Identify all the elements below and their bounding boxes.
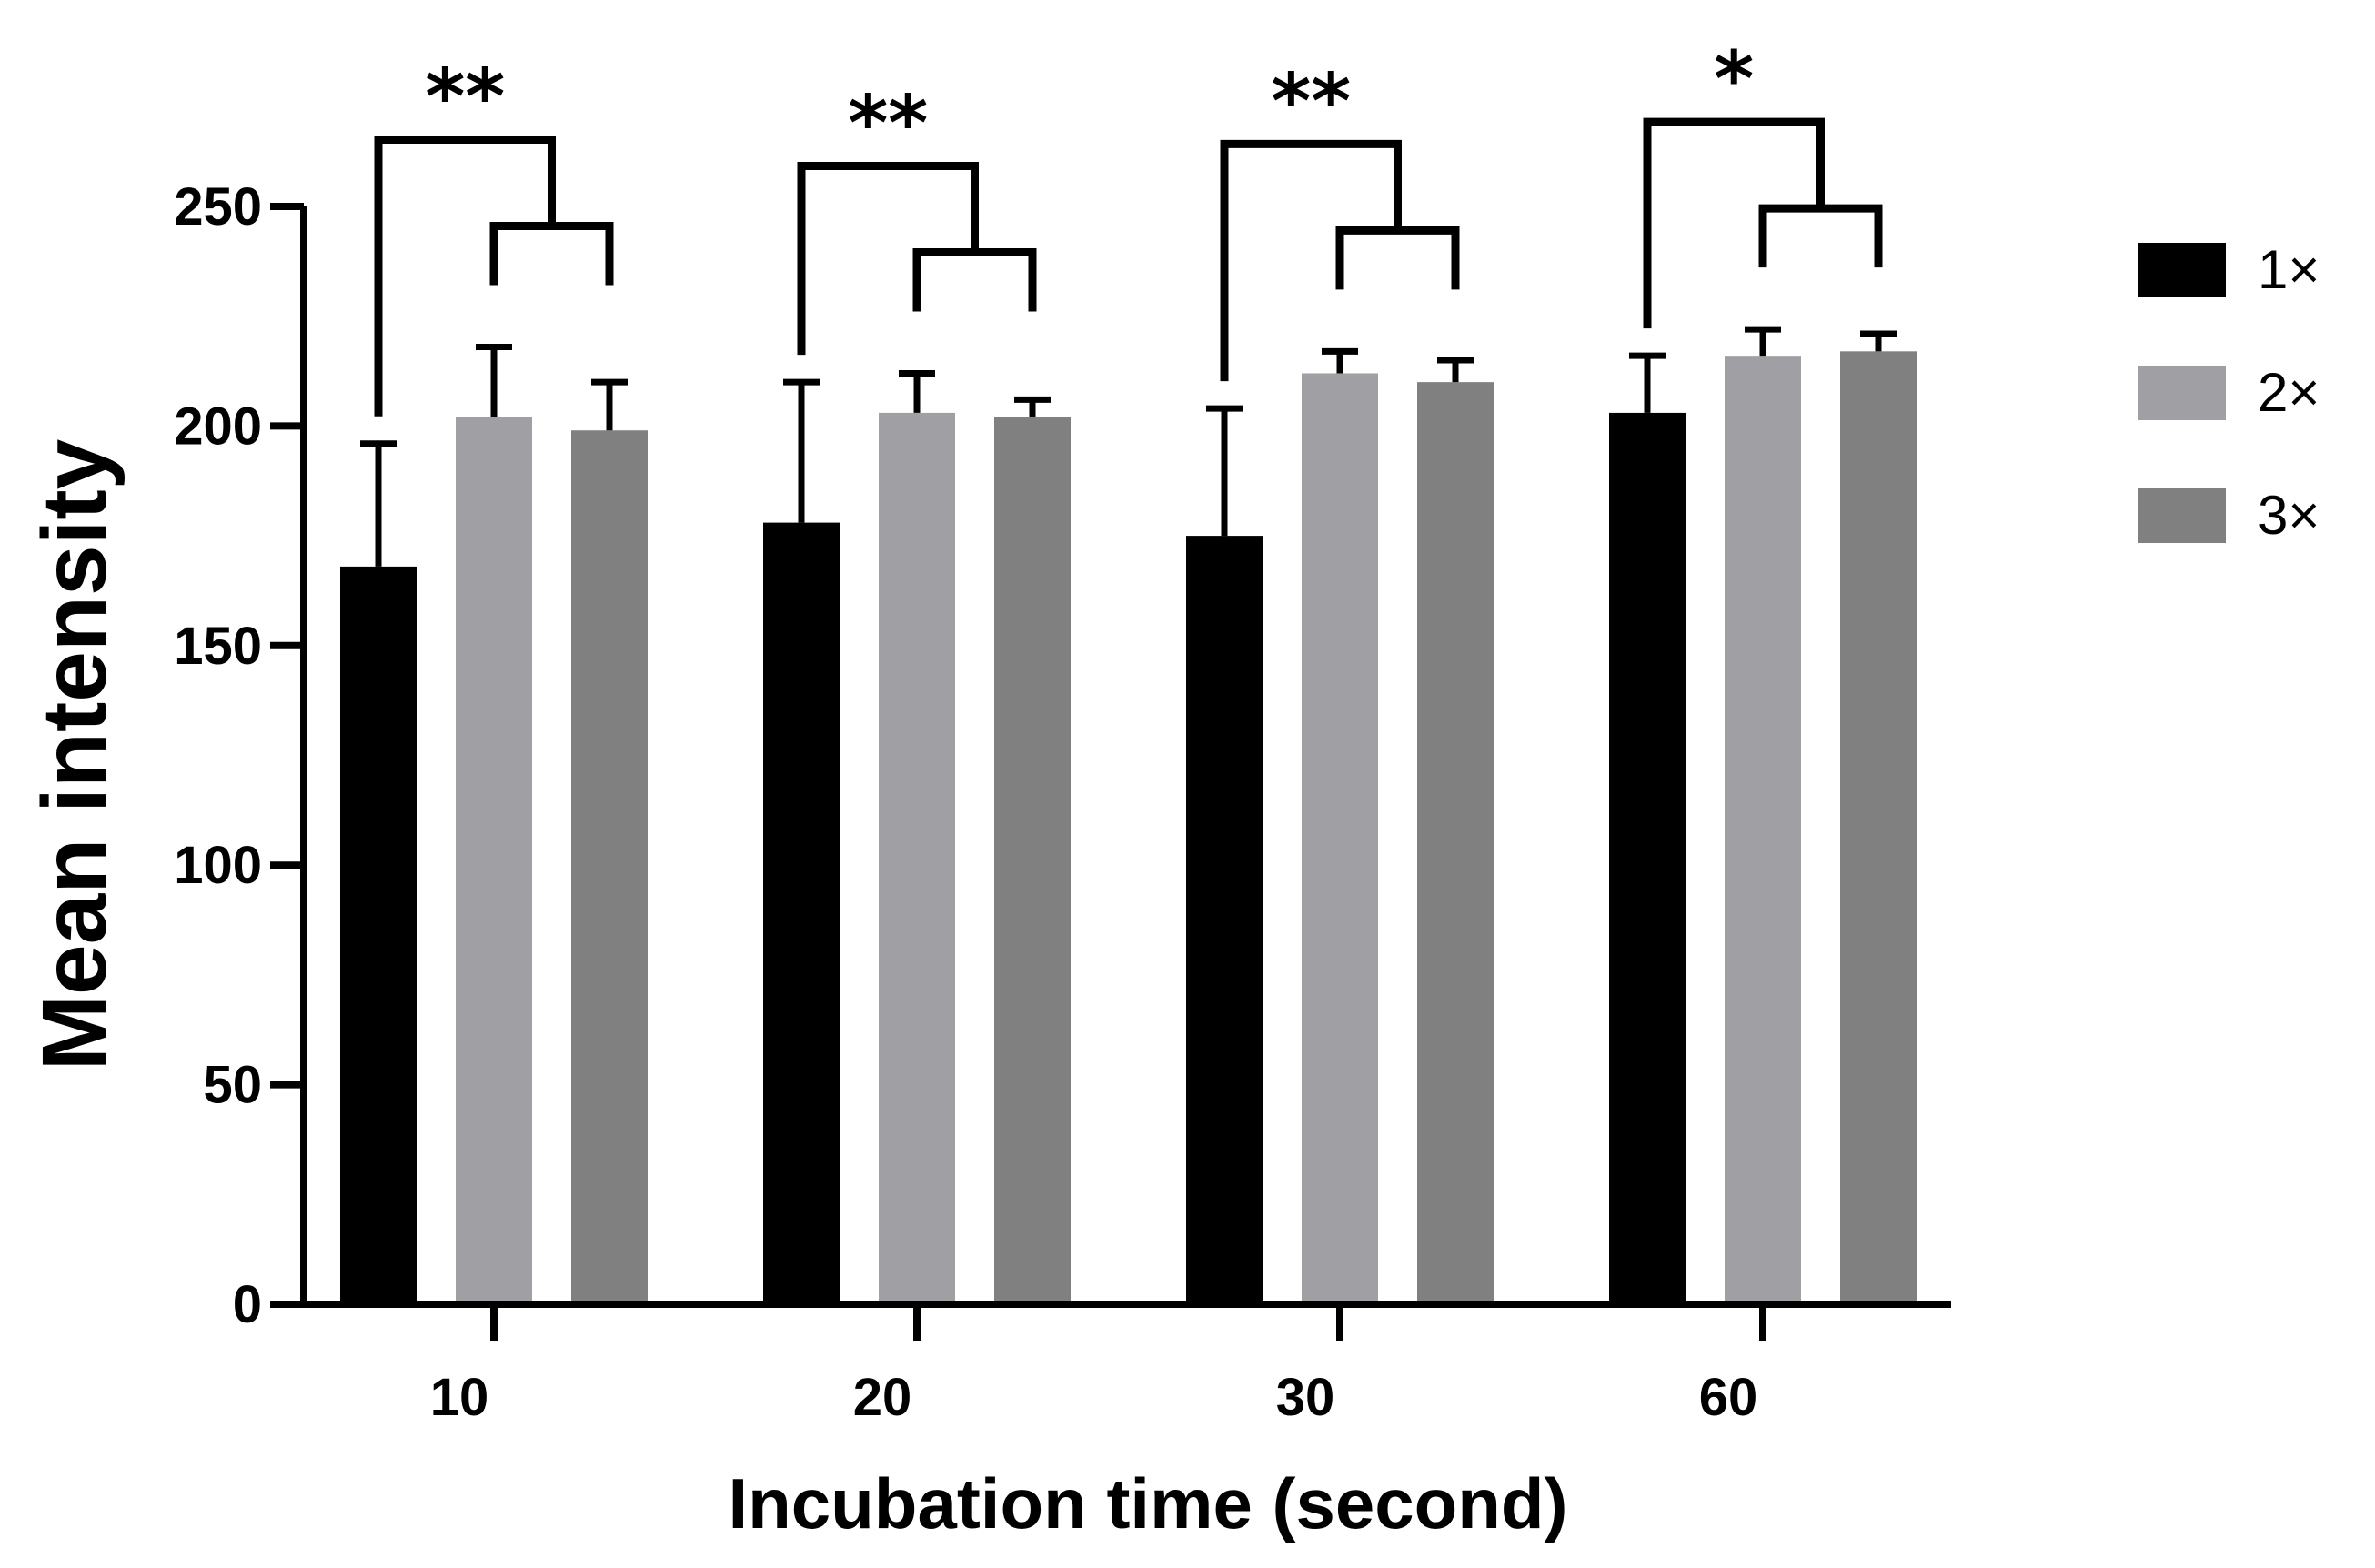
bar-60-2x — [1725, 356, 1801, 1305]
x-tick-label: 20 — [853, 1368, 912, 1427]
significance-label: ** — [1271, 56, 1351, 146]
bar-20-1x — [763, 522, 840, 1304]
error-bars-layer — [360, 326, 1897, 567]
x-tick-label: 10 — [430, 1368, 489, 1427]
axes-layer — [300, 206, 1951, 1308]
bar-10-3x — [571, 430, 648, 1304]
significance-bracket-inner — [1335, 226, 1460, 290]
bar-60-1x — [1609, 412, 1686, 1304]
significance-label: ** — [848, 78, 928, 167]
significance-bracket-outer — [797, 161, 979, 356]
significance-bracket-outer — [1220, 139, 1402, 382]
legend-label-1x: 1× — [2258, 239, 2320, 300]
bars-layer — [340, 351, 1917, 1305]
y-tick-label: 250 — [174, 177, 262, 236]
bar-30-3x — [1417, 382, 1494, 1304]
bar-30-1x — [1186, 536, 1263, 1304]
y-tick-label: 150 — [174, 617, 262, 676]
bar-20-2x — [879, 412, 955, 1304]
bar-20-3x — [994, 417, 1071, 1304]
significance-layer: ** ** ** * — [374, 35, 1883, 417]
x-ticks-layer: 10 20 30 60 — [430, 1304, 1766, 1427]
legend-swatch-2x — [2138, 366, 2226, 420]
y-tick-label: 200 — [174, 397, 262, 456]
legend-swatch-1x — [2138, 243, 2226, 297]
significance-bracket-inner — [912, 247, 1037, 312]
significance-bracket-inner — [1758, 204, 1883, 268]
legend-label-3x: 3× — [2258, 485, 2320, 546]
legend: 1× 2× 3× — [2138, 239, 2320, 546]
significance-label: * — [1714, 35, 1754, 124]
significance-bracket-inner — [489, 221, 614, 286]
bar-60-3x — [1840, 351, 1917, 1305]
y-tick-label: 0 — [233, 1275, 262, 1334]
significance-label: ** — [425, 52, 505, 141]
bar-10-1x — [340, 566, 417, 1304]
significance-bracket-outer — [1643, 117, 1825, 329]
y-ticks-layer: 0 50 100 150 200 250 — [174, 177, 304, 1334]
x-axis-title: Incubation time (second) — [728, 1463, 1567, 1543]
x-tick-label: 60 — [1699, 1368, 1758, 1427]
y-axis-title: Mean intensity — [24, 438, 126, 1070]
legend-swatch-3x — [2138, 488, 2226, 543]
bar-10-2x — [456, 417, 532, 1304]
y-tick-label: 100 — [174, 836, 262, 895]
bar-30-2x — [1302, 373, 1378, 1304]
significance-bracket-outer — [374, 135, 556, 417]
legend-label-2x: 2× — [2258, 362, 2320, 423]
y-tick-label: 50 — [203, 1056, 262, 1115]
x-tick-label: 30 — [1276, 1368, 1335, 1427]
